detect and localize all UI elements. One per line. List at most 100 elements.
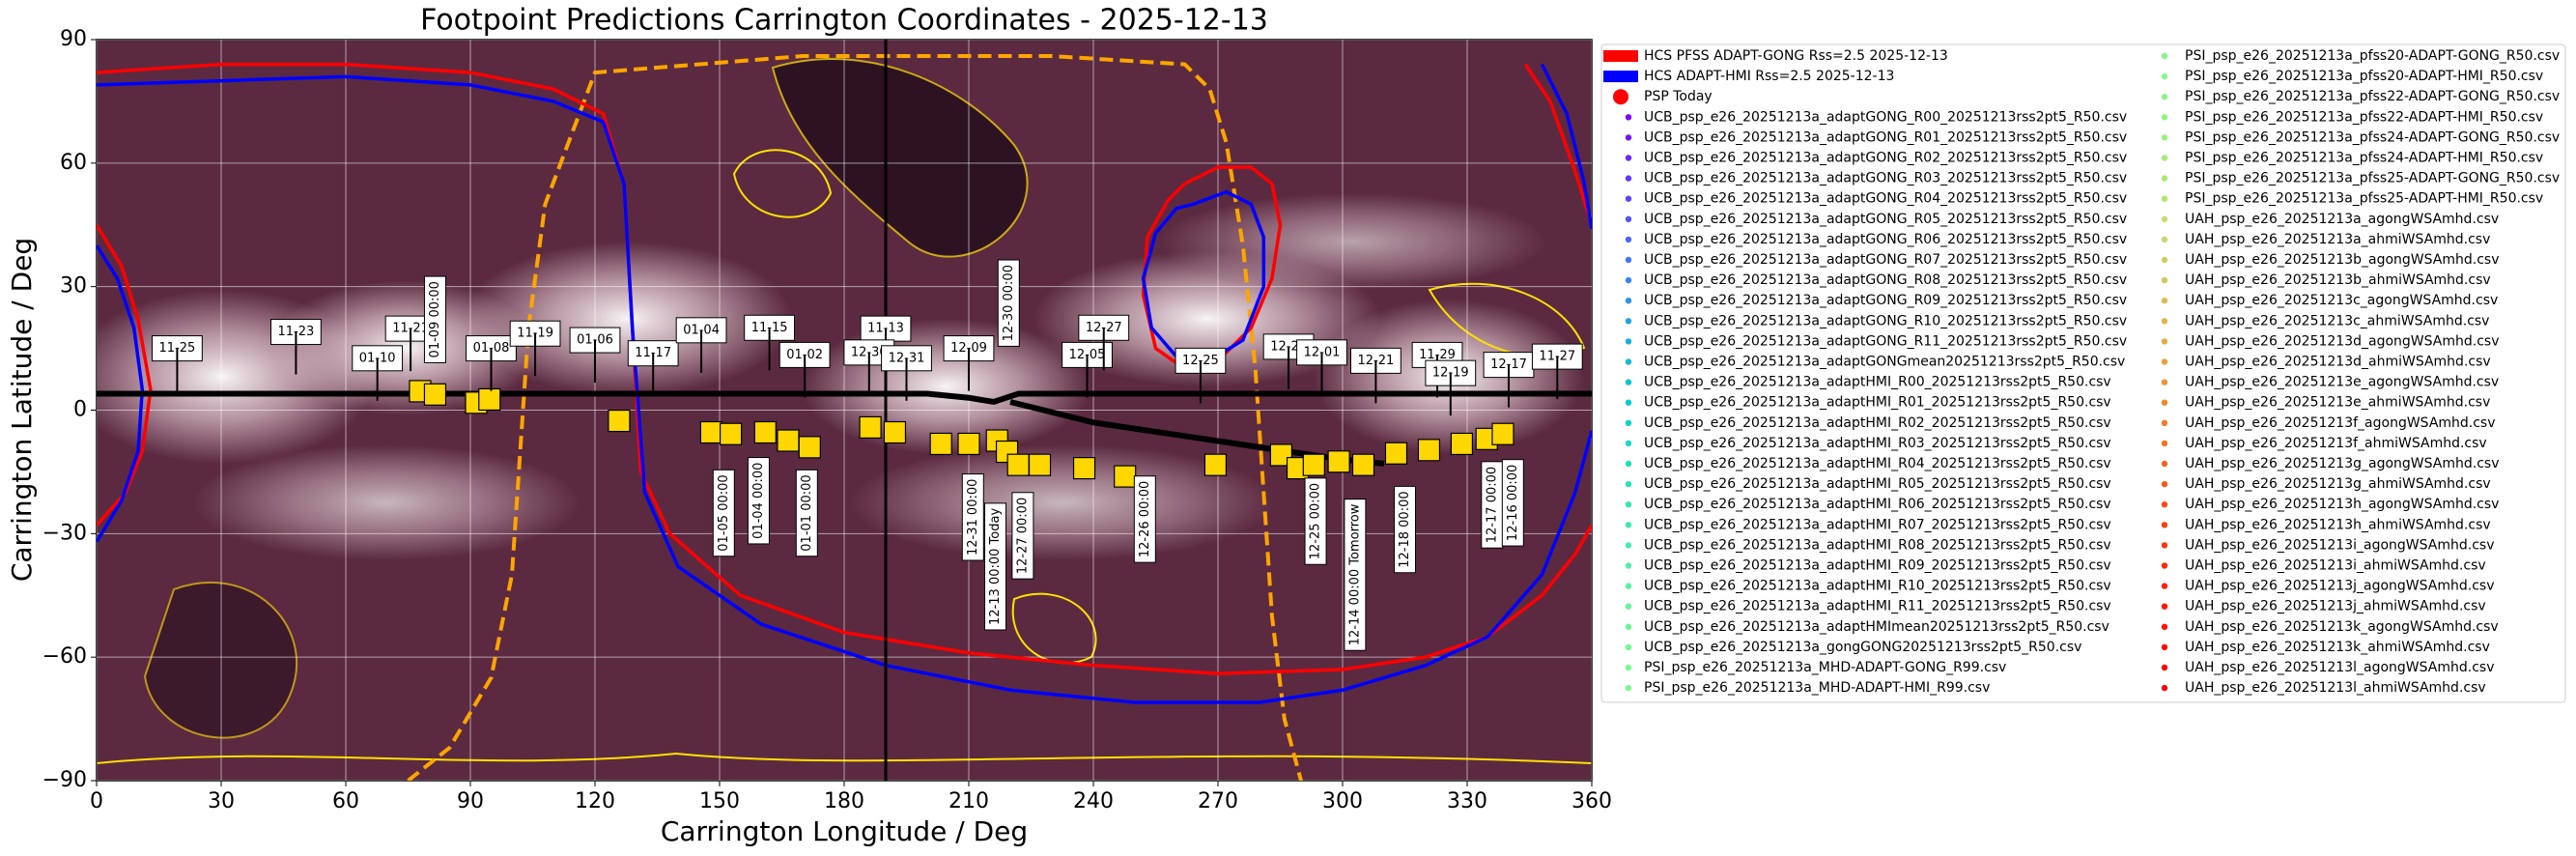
legend-label: UCB_psp_e26_20251213a_adaptHMI_R06_20251… [1644, 497, 2111, 512]
footpoint [1028, 453, 1052, 476]
legend-label: UAH_psp_e26_20251213f_agongWSAmhd.csv [2185, 415, 2496, 431]
legend-label: UAH_psp_e26_20251213a_agongWSAmhd.csv [2185, 212, 2499, 227]
footpoint [720, 422, 743, 445]
legend-marker [1625, 155, 1632, 161]
date-label: 12-26 00:00 [1133, 475, 1156, 563]
date-label-box [1344, 499, 1367, 651]
x-tick-label: 330 [1447, 789, 1487, 813]
date-label: 12-14 00:00 Tomorrow [1344, 499, 1367, 651]
legend-marker [2161, 542, 2168, 549]
legend-marker [2161, 276, 2168, 284]
y-tick-label: 60 [60, 151, 87, 175]
footpoint [1269, 443, 1292, 467]
date-label: 01-05 00:00 [712, 469, 735, 557]
footpoint [423, 383, 447, 406]
date-label: 12-25 00:00 [1304, 477, 1327, 565]
date-label: 12-27 00:00 [1011, 492, 1034, 580]
footpoint [957, 432, 980, 456]
legend-marker [2161, 440, 2168, 447]
date-label-box [712, 469, 735, 557]
date-label-box [997, 259, 1020, 347]
legend-marker [2161, 664, 2168, 671]
legend-label: UCB_psp_e26_20251213a_adaptGONG_R00_2025… [1644, 109, 2127, 125]
date-label: 01-04 00:00 [747, 457, 770, 545]
legend-marker [1625, 643, 1632, 651]
legend-label: UCB_psp_e26_20251213a_adaptHMI_R03_20251… [1644, 436, 2111, 451]
legend-marker [2161, 134, 2168, 141]
date-label: 01-01 00:00 [795, 469, 818, 557]
date-label: 12-16 00:00 [1501, 459, 1524, 547]
legend-label: UAH_psp_e26_20251213e_ahmiWSAmhd.csv [2185, 395, 2490, 411]
hcs-line [1540, 63, 1592, 230]
legend-marker [1625, 338, 1632, 345]
legend-label: UCB_psp_e26_20251213a_adaptGONG_R08_2025… [1644, 272, 2127, 288]
legend-label: UAH_psp_e26_20251213i_ahmiWSAmhd.csv [2185, 558, 2486, 574]
legend-label: PSI_psp_e26_20251213a_pfss25-ADAPT-HMI_R… [2185, 191, 2543, 207]
x-tick-label: 180 [824, 789, 864, 813]
y-tick-label: 30 [60, 274, 87, 299]
legend-marker [2161, 236, 2168, 243]
footpoint [699, 420, 723, 444]
footpoint [478, 387, 501, 412]
date-label-box [1501, 459, 1524, 547]
legend-marker [1625, 114, 1632, 121]
legend-label: UCB_psp_e26_20251213a_adaptGONG_R05_2025… [1644, 212, 2127, 227]
legend-label: UAH_psp_e26_20251213h_agongWSAmhd.csv [2185, 497, 2499, 512]
y-tick-label: 90 [60, 27, 87, 51]
legend-marker [1625, 623, 1632, 630]
legend-marker [2161, 480, 2168, 488]
legend-marker [2161, 603, 2168, 610]
legend-label: UCB_psp_e26_20251213a_adaptGONG_R04_2025… [1644, 191, 2127, 207]
date-label: 01-09 00:00 [423, 275, 446, 363]
hcs-line [97, 62, 1592, 675]
legend-marker [2161, 298, 2168, 304]
date-label-text: 01-05 00:00 [717, 474, 731, 551]
legend-label: UAH_psp_e26_20251213b_agongWSAmhd.csv [2185, 252, 2499, 268]
legend-label: UAH_psp_e26_20251213l_agongWSAmhd.csv [2185, 660, 2494, 675]
legend-swatch [1603, 71, 1638, 83]
legend-marker [2161, 562, 2168, 569]
legend-marker [1625, 276, 1632, 284]
date-label-text: 12-26 00:00 [1138, 481, 1152, 557]
date-label: 12-18 00:00 [1394, 485, 1416, 574]
legend-label: UCB_psp_e26_20251213a_adaptGONG_R03_2025… [1644, 171, 2127, 186]
legend-label: PSI_psp_e26_20251213a_pfss20-ADAPT-GONG_… [2185, 48, 2560, 64]
legend-label: UCB_psp_e26_20251213a_adaptHMImean202512… [1644, 619, 2109, 635]
hcs-line [97, 244, 145, 543]
legend-marker [2161, 419, 2168, 426]
legend-marker [2161, 114, 2168, 121]
plot-area: 11-2511-2301-1011-2101-0811-1901-0611-17… [97, 40, 1592, 781]
footpoint [777, 429, 800, 452]
date-label: 12-30 00:00 [997, 259, 1020, 347]
date-label-box [961, 473, 984, 561]
legend-marker [2161, 643, 2168, 651]
legend-label: PSI_psp_e26_20251213a_pfss22-ADAPT-GONG_… [2185, 89, 2560, 104]
legend-label: UAH_psp_e26_20251213b_ahmiWSAmhd.csv [2185, 272, 2491, 288]
legend-marker [1625, 175, 1632, 182]
x-tick-label: 120 [575, 789, 615, 813]
legend-marker [2161, 358, 2168, 365]
x-tick-label: 0 [90, 789, 103, 813]
legend-label: UAH_psp_e26_20251213j_agongWSAmhd.csv [2185, 579, 2494, 594]
legend-marker [1625, 440, 1632, 447]
date-label-text: 12-30 00:00 [1002, 265, 1016, 341]
x-tick-label: 240 [1073, 789, 1114, 813]
date-label-box [1394, 485, 1416, 574]
legend-marker [1625, 480, 1632, 488]
legend-marker [1625, 236, 1632, 243]
legend-label: UAH_psp_e26_20251213e_agongWSAmhd.csv [2185, 375, 2499, 390]
legend-label: UAH_psp_e26_20251213a_ahmiWSAmhd.csv [2185, 232, 2490, 247]
legend-label: UAH_psp_e26_20251213k_agongWSAmhd.csv [2185, 619, 2499, 635]
legend-marker [2161, 72, 2168, 80]
date-label-text: 01-04 00:00 [751, 463, 766, 539]
legend-label: PSI_psp_e26_20251213a_MHD-ADAPT-HMI_R99.… [1644, 680, 1990, 696]
legend-label: UAH_psp_e26_20251213d_agongWSAmhd.csv [2185, 333, 2499, 349]
legend-swatch [1603, 50, 1638, 62]
legend-label: HCS ADAPT-HMI Rss=2.5 2025-12-13 [1644, 69, 1894, 84]
legend-marker [2161, 256, 2168, 264]
legend-label: PSI_psp_e26_20251213a_pfss24-ADAPT-HMI_R… [2185, 151, 2543, 166]
date-label: 11-13 [860, 315, 912, 342]
legend-label: UCB_psp_e26_20251213a_adaptHMI_R00_20251… [1644, 375, 2111, 390]
date-label: 12-13 00:00 Today [984, 502, 1007, 631]
date-label: 12-17 00:00 [1481, 461, 1504, 549]
